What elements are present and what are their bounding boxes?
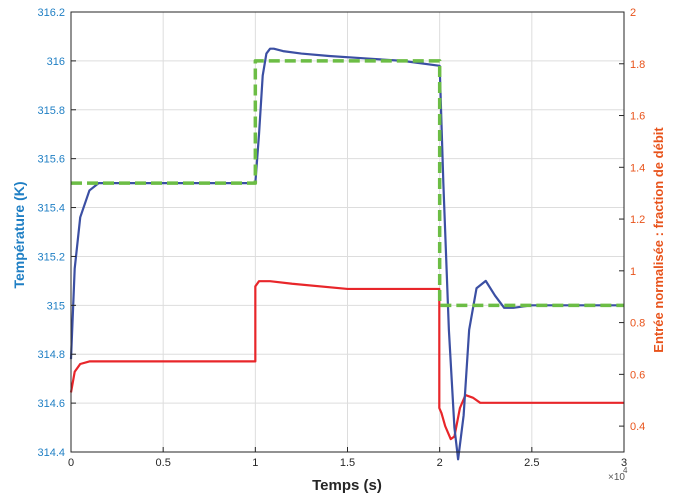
left-y-tick-label: 314.6 xyxy=(37,398,65,410)
left-y-axis-label: Température (K) xyxy=(11,181,27,288)
right-y-tick-label: 0.6 xyxy=(630,369,645,381)
x-multiplier-exponent: 4 xyxy=(623,466,628,475)
x-axis-multiplier: ×10 4 xyxy=(608,466,628,483)
left-y-tick-label: 314.4 xyxy=(37,447,65,459)
left-y-tick-label: 315.2 xyxy=(37,251,65,263)
right-y-tick-label: 1.4 xyxy=(630,162,645,174)
x-axis-label: Temps (s) xyxy=(312,477,382,494)
right-y-tick-label: 0.4 xyxy=(630,421,645,433)
plot-lines xyxy=(69,47,624,461)
right-y-axis: 0.4 0.6 0.8 1 1.2 1.4 1.6 1.8 2 xyxy=(619,7,645,433)
x-tick-label: 2.5 xyxy=(524,457,539,469)
x-multiplier-base: ×10 xyxy=(608,472,625,483)
left-y-tick-label: 316 xyxy=(47,56,65,68)
x-tick-label: 3 xyxy=(621,457,627,469)
right-y-tick-label: 1.2 xyxy=(630,214,645,226)
left-y-tick-label: 314.8 xyxy=(37,349,65,361)
right-y-tick-label: 1.6 xyxy=(630,111,645,123)
right-y-tick-label: 0.8 xyxy=(630,318,645,330)
x-tick-label: 0.5 xyxy=(156,457,171,469)
left-y-tick-label: 316.2 xyxy=(37,7,65,19)
left-y-tick-label: 315.8 xyxy=(37,105,65,117)
right-y-tick-label: 2 xyxy=(630,7,636,19)
left-y-axis: 314.4 314.6 314.8 315 315.2 315.4 315.6 315.8 31… xyxy=(37,7,76,459)
right-y-tick-label: 1.8 xyxy=(630,59,645,71)
right-y-tick-label: 1 xyxy=(630,266,636,278)
x-tick-label: 0 xyxy=(68,457,74,469)
left-y-tick-label: 315.6 xyxy=(37,154,65,166)
x-axis: 0 0.5 1 1.5 2 2.5 3 xyxy=(68,447,627,469)
setpoint-line xyxy=(71,59,624,308)
x-tick-label: 2 xyxy=(437,457,443,469)
x-tick-label: 1 xyxy=(252,457,258,469)
x-tick-label: 1.5 xyxy=(340,457,355,469)
left-y-tick-label: 315.4 xyxy=(37,203,65,215)
input-line xyxy=(69,280,624,441)
left-y-tick-label: 315 xyxy=(47,300,65,312)
right-y-axis-label: Entrée normalisée : fraction de débit xyxy=(651,127,666,353)
